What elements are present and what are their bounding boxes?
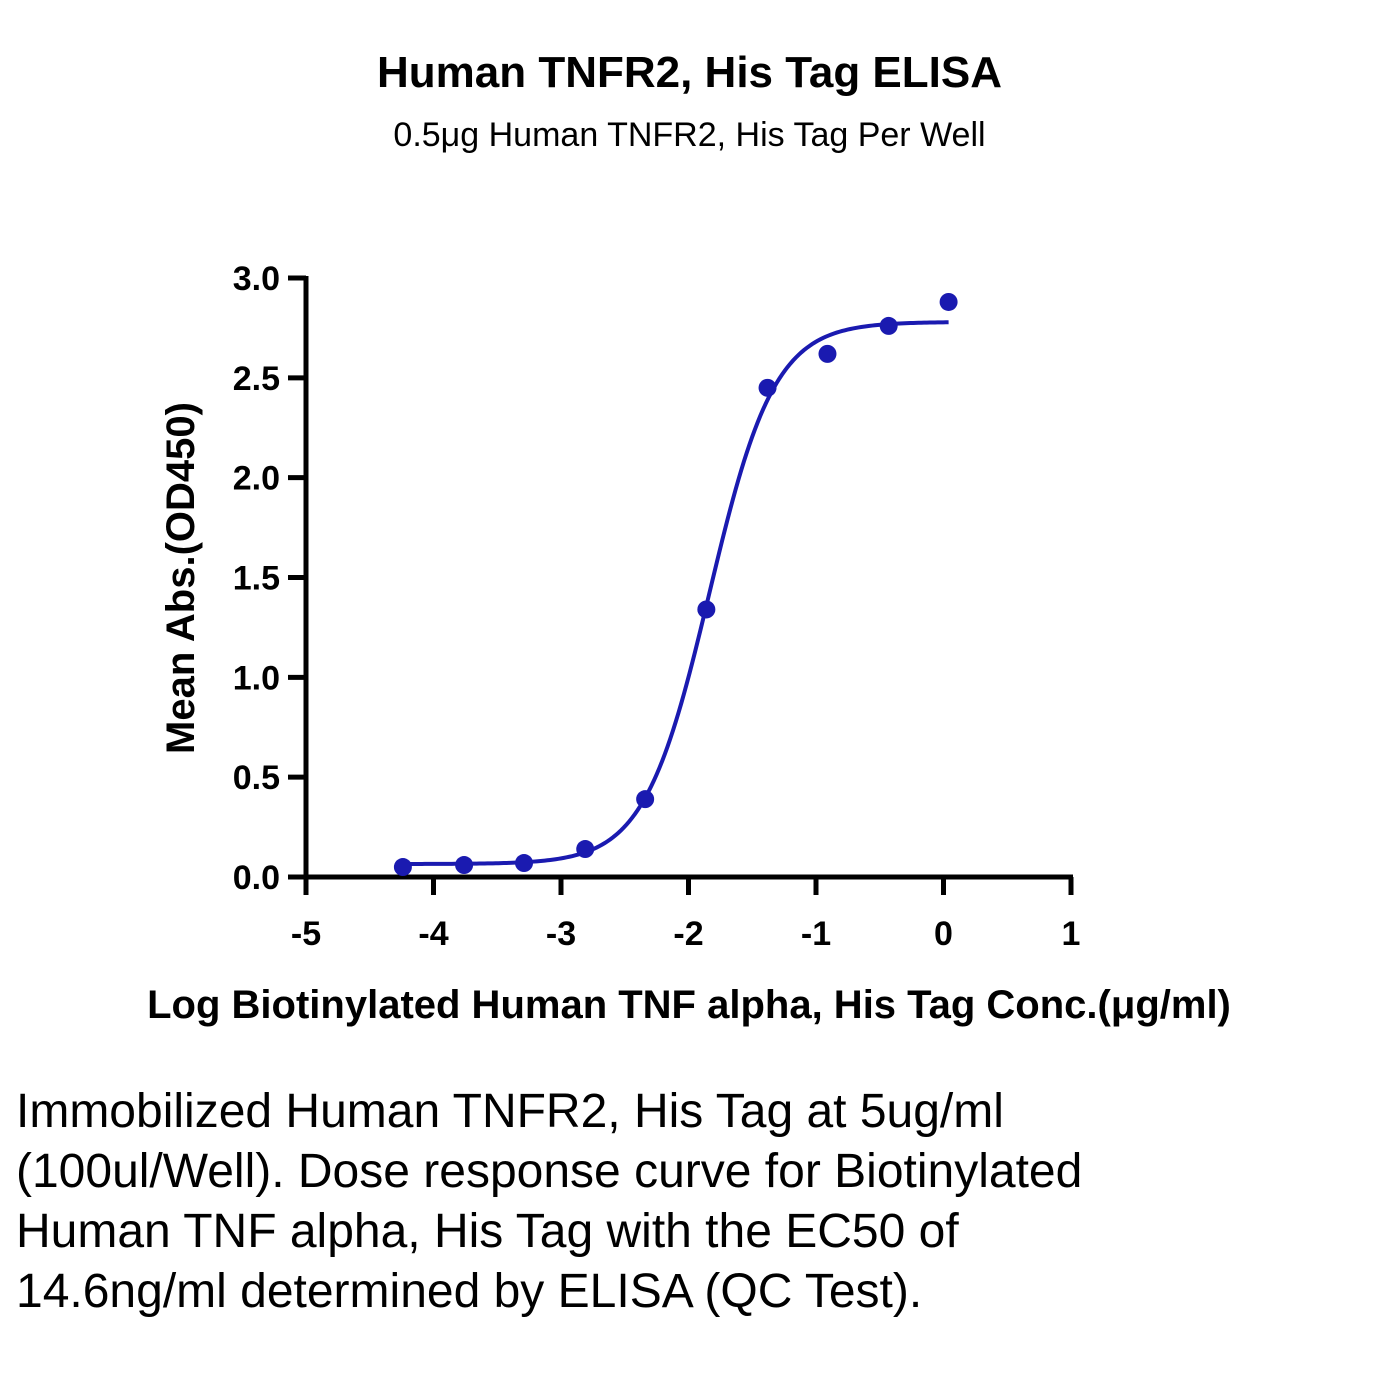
chart-axes: 0.0 0.5 1.0 1.5 2.0 2.5 3.0 -5 -4 -3 -2 -1 0 1	[233, 260, 1081, 953]
fit-curve-layer	[402, 320, 949, 866]
x-tick-label: -1	[801, 915, 831, 953]
data-point	[576, 840, 595, 859]
x-tick-label: -2	[673, 915, 703, 953]
data-point	[818, 344, 837, 363]
y-tick-label: 0.0	[233, 859, 280, 897]
data-point	[455, 856, 474, 875]
elisa-dose-response-chart: 0.0 0.5 1.0 1.5 2.0 2.5 3.0 -5 -4 -3 -2 -1 0 1 Mean A…	[147, 260, 1231, 1027]
y-tick-label: 1.5	[233, 560, 280, 598]
x-tick-label: -4	[418, 915, 448, 953]
data-point	[939, 292, 958, 311]
x-tick-label: 1	[1062, 915, 1081, 953]
y-tick-label: 1.0	[233, 659, 280, 697]
data-point	[515, 854, 534, 873]
data-point	[697, 600, 716, 619]
y-axis-label: Mean Abs.(OD450)	[159, 402, 203, 754]
y-tick-label: 2.5	[233, 360, 280, 398]
chart-subtitle: 0.5μg Human TNFR2, His Tag Per Well	[393, 116, 986, 154]
y-tick-label: 3.0	[233, 260, 280, 298]
data-point	[879, 316, 898, 335]
data-point	[758, 378, 777, 397]
y-tick-label: 2.0	[233, 460, 280, 498]
figure-caption: Immobilized Human TNFR2, His Tag at 5ug/…	[16, 1085, 1083, 1318]
chart-title: Human TNFR2, His Tag ELISA	[376, 48, 1003, 97]
data-points-layer	[393, 292, 958, 877]
x-tick-label: -5	[291, 915, 321, 953]
data-point	[636, 790, 655, 809]
data-point	[393, 858, 412, 877]
x-axis-label: Log Biotinylated Human TNF alpha, His Ta…	[147, 983, 1231, 1027]
x-tick-label: -3	[546, 915, 576, 953]
y-tick-label: 0.5	[233, 759, 280, 797]
fit-curve-line	[402, 320, 949, 866]
x-tick-label: 0	[934, 915, 953, 953]
